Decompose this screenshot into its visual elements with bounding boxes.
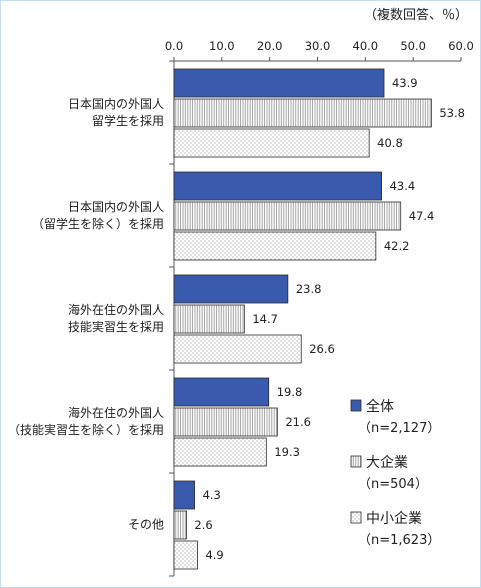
bar [173,128,370,158]
data-label: 47.4 [409,209,435,223]
x-tick-label: 20.0 [257,39,283,53]
bar [173,407,278,437]
data-label: 42.2 [384,239,410,253]
legend-swatch [350,455,362,468]
bar [173,334,302,364]
bar [173,231,377,261]
category-label: 日本国内の外国人 [68,200,164,214]
bar [173,480,195,510]
data-label: 23.8 [296,282,322,296]
bar [173,510,187,540]
bar [173,437,267,467]
x-tick-label: 10.0 [209,39,235,53]
legend-swatch [350,399,362,412]
axes: 0.0 10.0 20.0 30.0 40.0 50.0 60.0 [165,39,474,577]
legend-swatch [350,511,362,524]
x-tick-label: 40.0 [353,39,379,53]
data-label: 40.8 [377,136,403,150]
data-label: 21.6 [285,415,311,429]
x-tick-label: 0.0 [165,39,183,53]
x-tick-label: 30.0 [305,39,331,53]
bars [173,68,432,570]
data-label: 43.4 [390,179,416,193]
bar [173,540,198,570]
data-label: 4.9 [205,548,223,562]
category-label: （留学生を除く）を採用 [32,216,164,231]
bar [173,201,402,231]
data-label: 19.3 [274,445,300,459]
category-label: 技能実習生を採用 [68,319,164,334]
bar [173,98,432,128]
bar [173,304,245,334]
legend-label: 全体 [366,398,394,415]
bar [173,171,382,201]
data-label: 53.8 [439,106,465,120]
legend-label: 大企業 [366,454,408,471]
category-labels: 日本国内の外国人留学生を採用日本国内の外国人（留学生を除く）を採用海外在住の外国… [8,97,164,532]
category-label: 海外在住の外国人 [68,302,164,317]
data-label: 14.7 [252,312,278,326]
data-label: 2.6 [194,518,212,532]
category-label: 留学生を採用 [92,113,164,128]
legend-count: （n=504） [358,477,428,492]
legend-label: 中小企業 [366,510,422,527]
x-tick-label: 50.0 [400,39,426,53]
unit-note: （複数回答、％） [364,7,468,23]
data-label: 19.8 [277,385,303,399]
data-label: 4.3 [203,488,221,502]
data-label: 26.6 [309,342,335,356]
category-label: 海外在住の外国人 [68,405,164,420]
data-label: 43.9 [392,76,418,90]
bar [173,274,289,304]
category-label: 日本国内の外国人 [68,97,164,111]
x-tick-label: 60.0 [448,39,474,53]
category-label: その他 [128,518,164,532]
legend-count: （n=1,623） [358,533,440,548]
legend: 全体 （n=2,127） 大企業 （n=504） 中小企業 （n=1,623） [350,398,440,548]
bar [173,377,270,407]
value-labels: 43.9 53.8 40.8 43.4 47.4 42.2 23.8 14.7 26.6 19.8… [194,76,465,562]
bar [173,68,385,98]
legend-count: （n=2,127） [358,421,440,436]
category-label: （技能実習生を除く）を採用 [8,422,164,437]
